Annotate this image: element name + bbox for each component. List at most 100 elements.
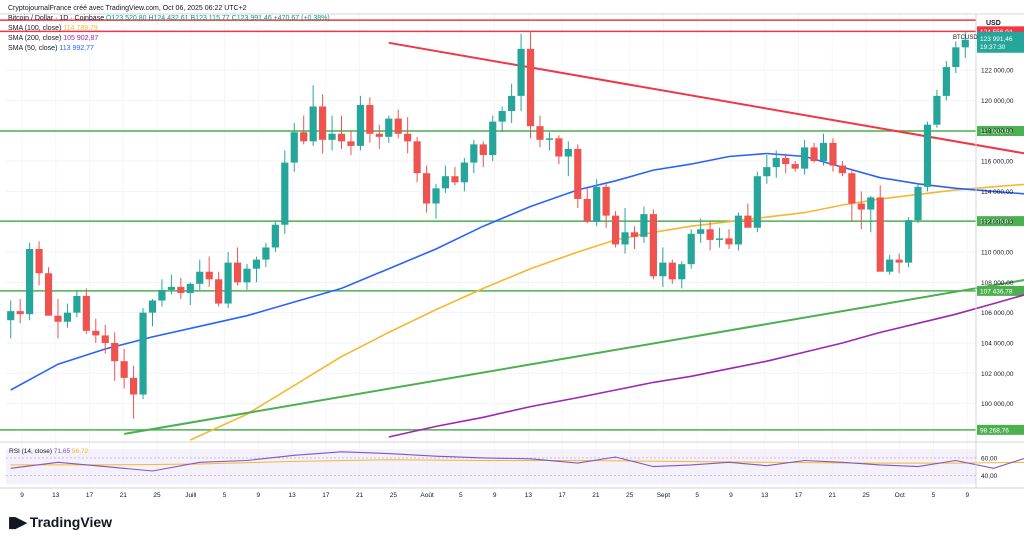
candle-body [876,197,884,272]
candle [451,167,459,186]
candle-body [375,133,383,137]
candle-body [328,133,336,140]
candle [44,267,53,316]
x-tick-label: 25 [862,492,870,499]
candle [243,264,251,290]
candle-body [857,203,865,210]
candle [26,242,34,321]
candle [129,365,138,419]
candle-body [649,214,657,277]
tv-logo-icon: ▮▶ [8,514,27,531]
candle-body [300,132,308,142]
candle [819,133,828,166]
candle-body [16,311,24,315]
candle-body [886,259,894,272]
candle [375,124,383,149]
y-tick-label: 104 000,00 [981,340,1014,347]
candle [574,144,582,209]
candle [611,211,620,248]
candle [404,117,412,154]
candle [782,153,790,174]
candle [526,32,535,139]
candle [167,274,175,295]
candle-body [63,312,72,322]
candle-body [744,215,752,228]
candle [593,179,601,227]
candle-body [281,162,289,225]
current-price-label: 123 991,46 [980,36,1013,43]
candle [942,60,950,101]
rsi-legend[interactable]: RSI (14, close) 71,65 56,72 [9,448,88,455]
candle-body [961,39,969,48]
currency-label[interactable]: USD [986,20,1001,27]
candle [82,288,90,334]
level-price-label: 107 436,78 [980,288,1013,295]
candle-body [92,330,100,336]
candle [498,106,506,133]
candle-body [479,144,487,155]
sma100-legend[interactable]: SMA (100, close) 114 789,79 [8,24,330,34]
candle-body [772,158,780,168]
sma200-legend[interactable]: SMA (200, close) 105 902,87 [8,34,330,44]
candle [753,171,761,233]
level-price-label: 98 268,76 [980,427,1009,434]
candle [923,121,932,192]
candle-body [441,176,450,189]
candle [838,161,847,177]
candle-body [356,104,365,146]
candle-body [517,48,525,96]
candle-body [366,104,374,134]
y-tick-label: 114 000,00 [981,189,1013,196]
y-tick-label: 110 000,00 [981,250,1013,257]
candle-body [215,279,223,304]
candle-body [489,121,497,155]
symbol-row: Bitcoin / Dollar · 1D · Coinbase O123 52… [8,14,330,24]
axes: 122 000,00 120 000,00 118 000,00 116 000,00… [0,13,1024,499]
brand[interactable]: ▮▶ TradingView [8,513,112,531]
rsi-value: 71,65 [53,448,71,455]
candle [678,261,686,289]
sma50-legend[interactable]: SMA (50, close) 113 992,77 [8,44,330,54]
candle [791,161,799,172]
candle-body [763,167,771,177]
candle-body [224,262,232,304]
candle-body [640,214,648,237]
candle-body [196,271,204,284]
candle-body [867,197,875,210]
candle-body [791,164,799,169]
sma100-value: 114 789,79 [63,25,98,32]
candle [139,308,147,400]
rsi-panel: 60,00 40,00 [6,449,1024,484]
candle-body [621,232,629,245]
brand-name: TradingView [29,514,113,530]
candle-body [923,124,932,187]
candle-body [536,126,544,140]
sma200-line [388,294,1024,438]
candle [734,212,743,251]
candle-body [233,262,242,283]
ohlc-values: O123 520,80 H124 432,61 B123 115,77 C123… [106,15,330,22]
y-tick-label: 120 000,00 [981,98,1014,105]
x-tick-label: 25 [390,492,398,499]
candle [904,217,913,268]
candle [328,115,336,151]
candle-body [545,138,554,140]
x-tick-label: 5 [459,492,463,499]
candle-body [498,111,506,122]
candle [54,299,62,339]
candle [196,259,204,290]
candle-body [404,133,412,142]
candle [470,139,478,174]
x-tick-label: 5 [695,492,699,499]
candle [347,130,355,155]
candle [413,136,421,183]
candle-body [838,165,847,174]
candle-body [715,238,724,240]
candle-body [26,248,34,315]
y-tick-label: 102 000,00 [981,371,1014,378]
grid-layer [6,14,976,484]
candle-body [801,147,809,169]
rsi-ma-value: 56,72 [71,448,89,455]
